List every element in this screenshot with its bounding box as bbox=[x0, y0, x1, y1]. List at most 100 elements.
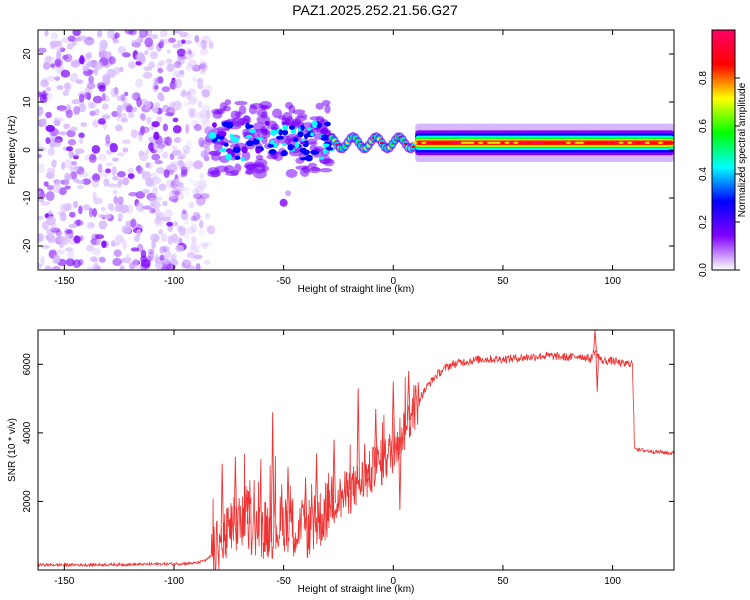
spectrogram-noise-blob bbox=[78, 136, 84, 145]
spectrogram-heatmap bbox=[38, 30, 674, 270]
spectrogram-noise-blob bbox=[181, 39, 186, 44]
spectrogram-noise-blob bbox=[193, 243, 201, 253]
spectrogram-noise-blob bbox=[108, 183, 118, 188]
spectrogram-turbulent-core bbox=[281, 129, 289, 136]
spectrogram-noise-blob bbox=[201, 242, 209, 250]
spectrogram-noise-blob bbox=[46, 236, 52, 241]
spectrogram-noise-blob bbox=[86, 61, 94, 67]
spectrogram-noise-blob bbox=[54, 57, 64, 68]
spectrogram-band-texture bbox=[570, 141, 577, 144]
snr-spike bbox=[220, 463, 224, 543]
spectrogram-turbulent-core bbox=[322, 148, 328, 154]
spectrogram-noise-blob bbox=[201, 192, 211, 200]
spectrogram-noise-blob bbox=[155, 167, 166, 174]
spectrogram-noise-blob bbox=[200, 124, 210, 135]
spectrogram-turbulent-halo bbox=[299, 167, 310, 177]
spectrogram-noise-blob bbox=[187, 107, 197, 115]
spectrogram-noise-blob bbox=[166, 106, 176, 117]
spectrogram-noise-blob bbox=[42, 61, 51, 70]
spectrogram-noise-blob bbox=[185, 123, 190, 134]
spectrogram-noise-blob bbox=[127, 173, 135, 179]
spectrogram-noise-blob bbox=[202, 117, 211, 127]
spectrogram-noise-blob bbox=[158, 229, 163, 235]
spectrogram-noise-blob bbox=[201, 35, 211, 44]
spectrogram-noise-blob bbox=[113, 249, 122, 257]
spectrogram-noise-blob bbox=[203, 259, 211, 265]
spectrogram-noise-blob bbox=[192, 160, 200, 170]
spectrogram-noise-blob bbox=[197, 77, 203, 84]
spectrogram-noise-blob bbox=[111, 242, 120, 247]
spectrogram-turbulent-core bbox=[267, 143, 275, 148]
spectrogram-noise-blob bbox=[154, 160, 163, 165]
spectrogram-noise-blob bbox=[88, 75, 95, 84]
spectrogram-turbulent-halo bbox=[253, 121, 266, 132]
colorbar-ticks: 0.0 0.2 0.4 0.6 0.8 bbox=[698, 29, 740, 277]
snr-spike bbox=[246, 491, 251, 524]
spectrogram-noise-blob bbox=[149, 51, 159, 59]
spectrogram-turbulent-halo bbox=[259, 100, 272, 110]
spectrogram-noise-blob bbox=[164, 250, 172, 259]
spectrogram-noise-blob bbox=[162, 123, 169, 132]
spectrogram-band-texture bbox=[491, 141, 498, 144]
spectrogram-noise-blob bbox=[120, 117, 129, 123]
spectrogram-noise-blob bbox=[138, 55, 146, 63]
spectrogram-band-texture bbox=[473, 141, 480, 144]
spectrogram-noise-blob bbox=[199, 59, 205, 67]
snr-spike bbox=[398, 437, 402, 511]
spectrogram-noise-blob bbox=[92, 191, 97, 200]
spectrogram-noise-blob bbox=[163, 38, 171, 45]
spectrogram-noise-blob bbox=[159, 30, 168, 38]
spectrogram-noise-blob bbox=[76, 185, 84, 190]
spectrogram-noise-blob bbox=[203, 154, 210, 162]
spectrogram-noise-blob bbox=[80, 122, 88, 127]
spectrogram-noise-blob bbox=[124, 30, 135, 35]
spectrogram-noise-blob bbox=[111, 166, 117, 176]
spectrogram-noise-blob bbox=[191, 223, 197, 234]
spectrogram-noise-blob bbox=[181, 89, 187, 97]
spectrogram-turbulent-core bbox=[306, 127, 312, 131]
spectrogram-noise-blob bbox=[56, 84, 64, 91]
spectrogram-noise-blob bbox=[98, 220, 108, 230]
spectrogram-noise-blob bbox=[184, 160, 195, 169]
spectrogram-turbulent-halo bbox=[224, 99, 232, 106]
spectrogram-noise-blob bbox=[152, 78, 158, 83]
colorbar-tick-label: 0.4 bbox=[698, 167, 709, 181]
spectrogram-noise-blob bbox=[91, 179, 100, 188]
colorbar: 0.0 0.2 0.4 0.6 0.8 Normalized spectral ampl… bbox=[698, 29, 748, 277]
spectrogram-noise-blob bbox=[121, 139, 131, 144]
x-tick-label: 50 bbox=[497, 276, 509, 287]
spectrogram-turbulent-core bbox=[241, 146, 248, 154]
spectrogram-band-texture bbox=[521, 141, 528, 144]
spectrogram-noise-blob bbox=[167, 235, 174, 245]
spectrogram-noise-blob bbox=[92, 119, 100, 128]
spectrogram-noise-blob bbox=[166, 63, 175, 73]
spectrogram-band-texture bbox=[605, 141, 612, 144]
spectrogram-noise-blob bbox=[67, 35, 76, 42]
y-tick-label: 4000 bbox=[22, 421, 33, 444]
spectrogram-noise-blob bbox=[149, 208, 156, 214]
spectrogram-band-texture bbox=[600, 141, 607, 144]
spectrogram-turbulent-core bbox=[270, 140, 275, 145]
spectrogram-noise-blob bbox=[125, 253, 131, 262]
spectrogram-noise-blob bbox=[87, 39, 95, 45]
spectrogram-turbulent-core bbox=[226, 148, 233, 154]
spectrogram-noise-blob bbox=[102, 73, 111, 82]
spectrogram-noise-blob bbox=[121, 52, 131, 58]
snr-spike bbox=[593, 330, 597, 351]
snr-spike bbox=[356, 388, 360, 485]
spectrogram-noise-blob bbox=[97, 153, 107, 162]
spectrogram-noise-blob bbox=[172, 117, 179, 123]
spectrogram-noise-blob bbox=[58, 187, 67, 196]
spectrogram-noise-blob bbox=[199, 193, 210, 199]
spectrogram-noise-blob bbox=[49, 140, 55, 150]
spectrogram-band-texture bbox=[653, 141, 660, 144]
spectrogram-turbulent-core bbox=[322, 143, 330, 148]
snr-plot-area bbox=[38, 330, 674, 570]
snr-panel: -150 -100 -50 0 50 100 2000 4000 6000 Height of … bbox=[7, 329, 675, 595]
spectrogram-noise-blob bbox=[199, 69, 206, 75]
spectrogram-noise-blob bbox=[172, 70, 181, 78]
spectrogram-noise-blob bbox=[148, 248, 155, 255]
spectrogram-noise-blob bbox=[148, 142, 155, 151]
spectrogram-noise-blob bbox=[65, 109, 73, 119]
spectrogram-band-texture bbox=[662, 141, 669, 144]
